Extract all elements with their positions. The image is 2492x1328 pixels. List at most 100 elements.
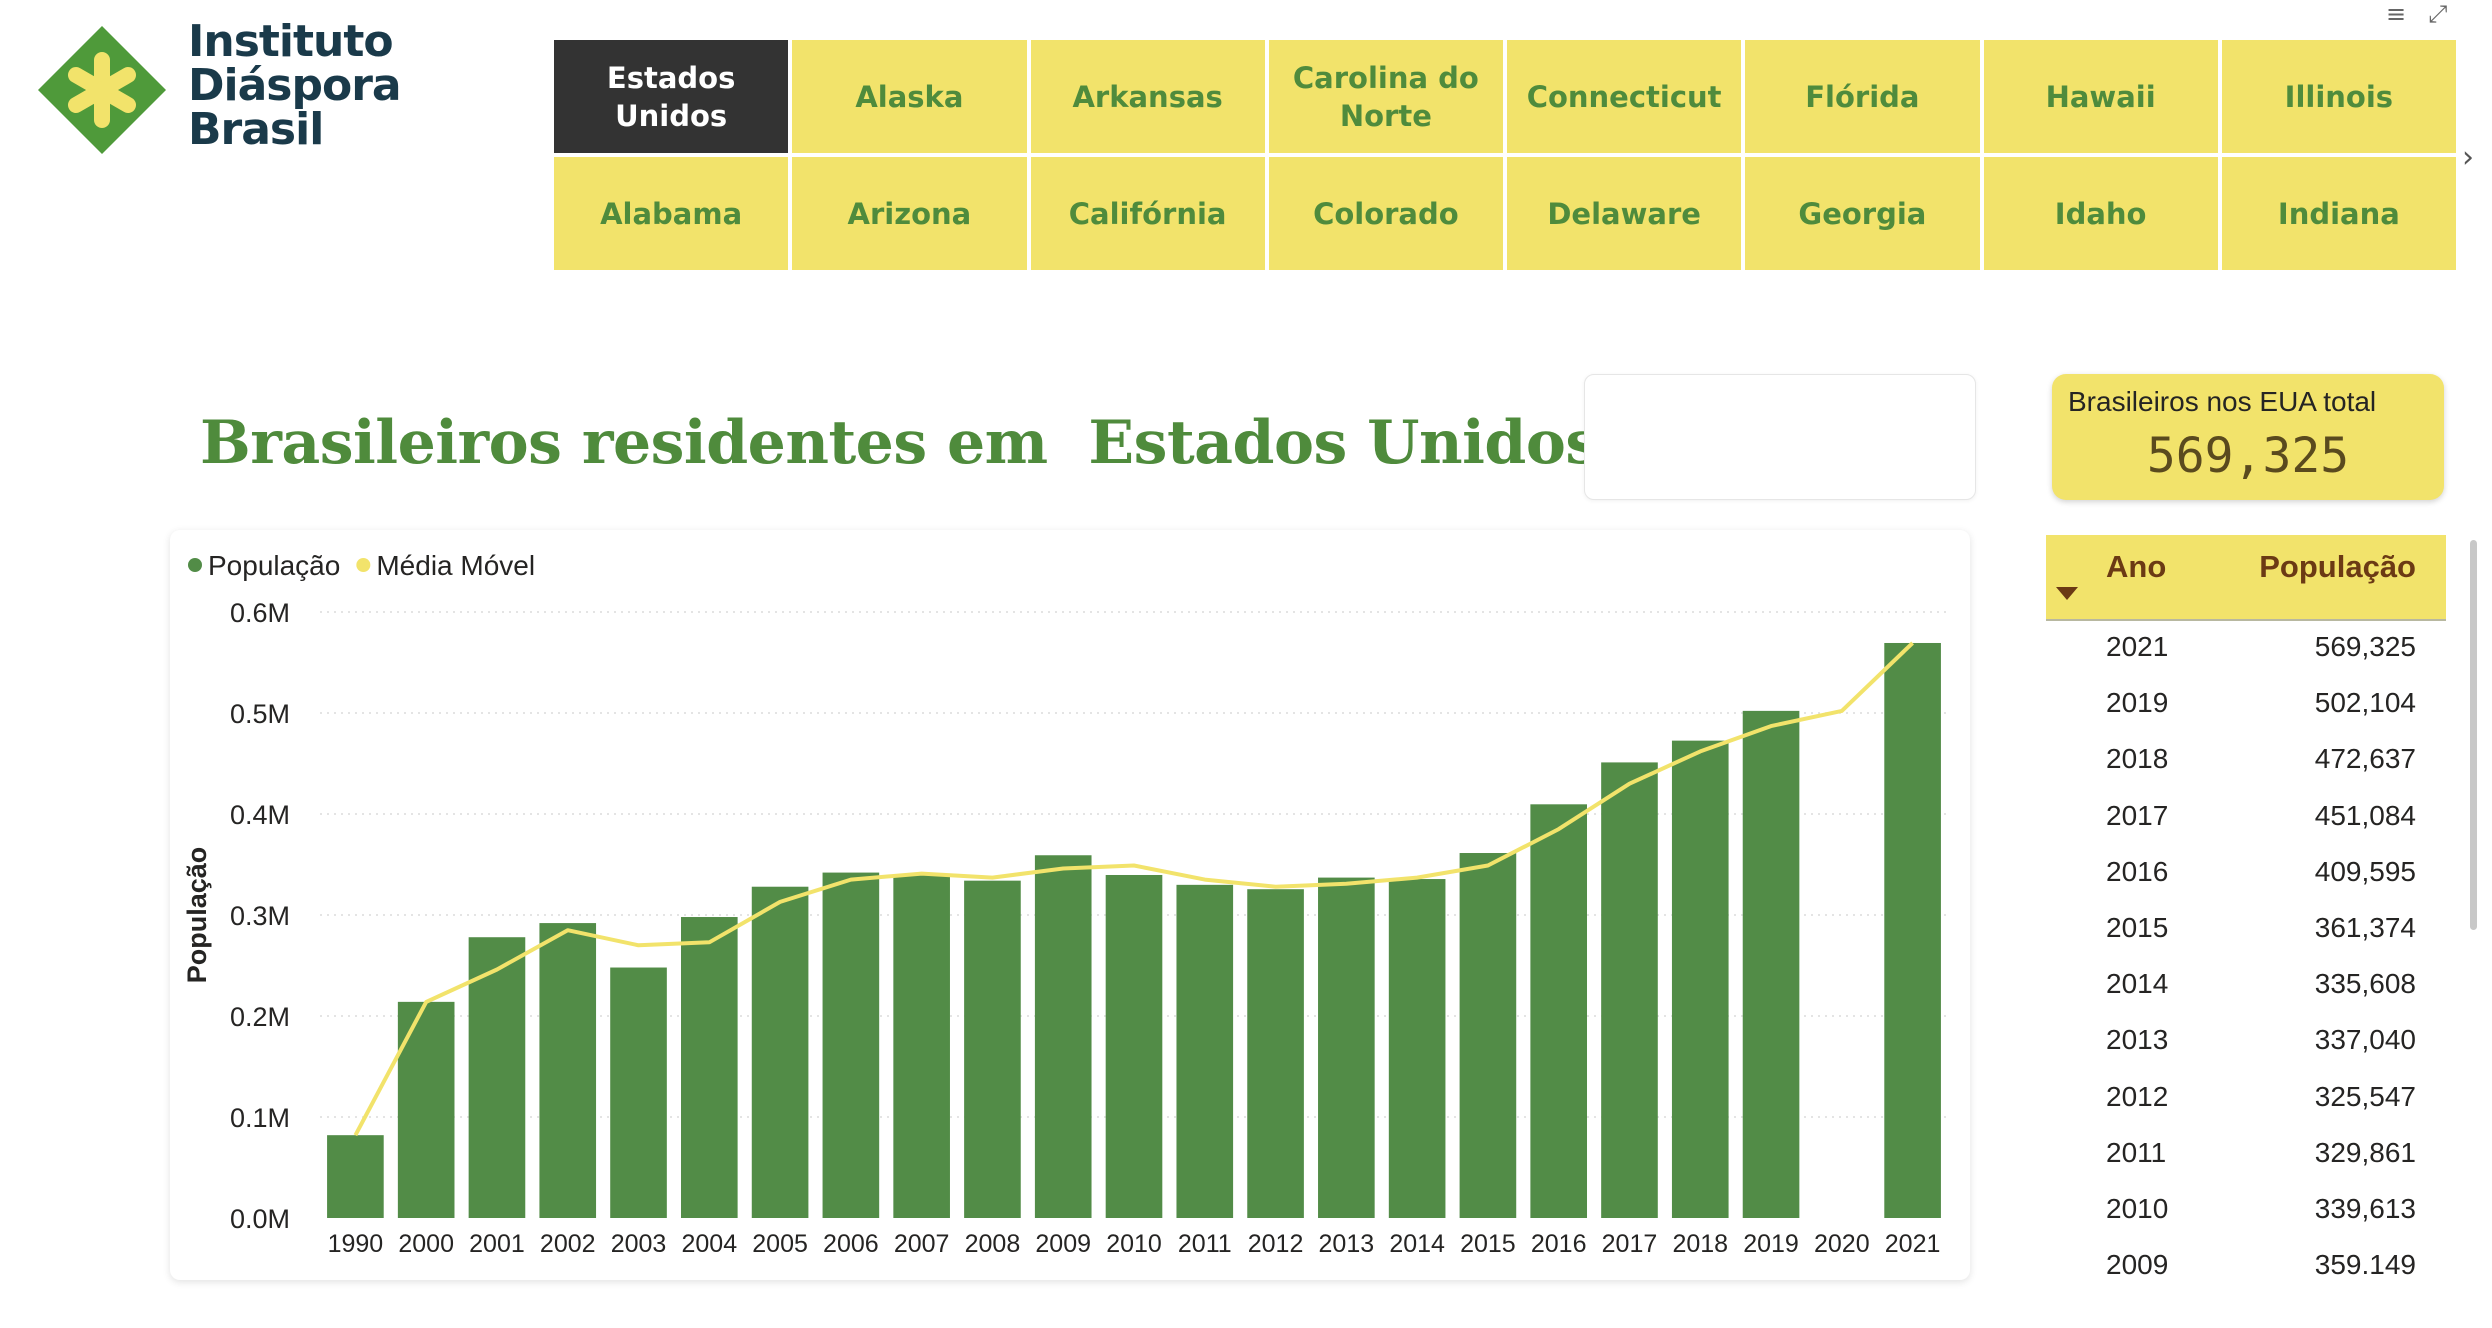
- tile-illinois[interactable]: Illinois: [2221, 40, 2456, 153]
- cell-year: 2021: [2106, 631, 2169, 662]
- bar: [1884, 642, 1941, 1218]
- cell-year: 2015: [2106, 911, 2169, 943]
- bar: [539, 923, 597, 1218]
- y-tick-label: 0.5M: [230, 699, 290, 729]
- logo-wordmark: Instituto Diáspora Brasil: [188, 16, 402, 152]
- cell-year: 2012: [2106, 1080, 2169, 1112]
- x-tick-label: 2015: [1460, 1230, 1516, 1258]
- tile-indiana[interactable]: Indiana: [2221, 157, 2456, 270]
- bar: [680, 917, 738, 1218]
- population-chart-svg: População Média Móvel 0.0M 0.1M 0.2M 0.3M 0.4M…: [182, 550, 1948, 1258]
- x-tick-label: 2004: [681, 1230, 737, 1258]
- bar: [964, 880, 1021, 1218]
- bar: [822, 872, 880, 1218]
- cell-population: 569,325: [2314, 631, 2416, 662]
- x-tick-label: 2002: [540, 1230, 596, 1258]
- table-row[interactable]: 2019 502,104: [2046, 677, 2446, 733]
- state-slicer: Estados Unidos Alaska Arkansas Carolina …: [554, 40, 2456, 274]
- bar: [468, 937, 526, 1218]
- kpi-label: Brasileiros nos EUA total: [2068, 386, 2377, 417]
- tile-georgia[interactable]: Georgia: [1745, 157, 1980, 270]
- cell-year: 2009: [2106, 1249, 2169, 1281]
- moving-average-line: [353, 641, 1914, 1137]
- table-row[interactable]: 2018 472,637: [2046, 733, 2446, 789]
- tile-florida[interactable]: Flórida: [1745, 40, 1980, 153]
- x-tick-label: 1990: [328, 1230, 384, 1258]
- x-tick-label: 2016: [1531, 1230, 1587, 1258]
- y-axis-title: População: [182, 847, 212, 984]
- legend-marker: [356, 558, 371, 572]
- expand-icon[interactable]: ⤢: [2428, 0, 2470, 28]
- cell-year: 2019: [2106, 687, 2169, 719]
- cell-population: 361,374: [2314, 911, 2416, 943]
- bar: [1671, 740, 1729, 1218]
- column-header-year[interactable]: Ano: [2106, 549, 2167, 584]
- table-row[interactable]: 2016 409,595: [2046, 846, 2446, 902]
- tile-alabama[interactable]: Alabama: [554, 157, 789, 270]
- tile-idaho[interactable]: Idaho: [1983, 157, 2218, 270]
- table-row[interactable]: 2014 335,608: [2046, 958, 2446, 1014]
- tile-arizona[interactable]: Arizona: [792, 157, 1027, 270]
- table-row[interactable]: 2013 337,040: [2046, 1014, 2446, 1070]
- tile-carolina-do-norte[interactable]: Carolina do Norte: [1268, 40, 1503, 153]
- x-tick-label: 2000: [398, 1230, 454, 1258]
- x-tick-label: 2009: [1035, 1230, 1091, 1258]
- cell-year: 2017: [2106, 799, 2169, 831]
- x-tick-label: 2014: [1389, 1230, 1445, 1258]
- tile-estados-unidos[interactable]: Estados Unidos: [554, 40, 789, 153]
- x-tick-label: 2008: [965, 1230, 1021, 1258]
- y-tick-label: 0.2M: [230, 1002, 290, 1032]
- table-row[interactable]: 2017 451,084: [2046, 790, 2446, 846]
- x-tick-label: 2021: [1885, 1230, 1941, 1258]
- table-row[interactable]: 2009 359.149: [2046, 1239, 2446, 1295]
- bar: [327, 1135, 384, 1218]
- cell-year: 2018: [2106, 743, 2169, 775]
- bar: [397, 1001, 455, 1218]
- table-row[interactable]: 2012 325,547: [2046, 1071, 2446, 1127]
- logo-mark-icon: [38, 26, 166, 154]
- x-tick-label: 2017: [1602, 1230, 1658, 1258]
- cell-population: 339,613: [2314, 1192, 2416, 1224]
- page-title: Brasileiros residentes em Estados Unidos: [200, 408, 1599, 478]
- x-tick-label: 2018: [1672, 1230, 1728, 1258]
- bar: [1742, 710, 1800, 1218]
- population-chart: População Média Móvel 0.0M 0.1M 0.2M 0.3M 0.4M…: [170, 530, 1970, 1280]
- x-tick-label: 2013: [1319, 1230, 1375, 1258]
- table-row[interactable]: 2015 361,374: [2046, 902, 2446, 958]
- cell-population: 329,861: [2314, 1136, 2416, 1168]
- table-row[interactable]: 2011 329,861: [2046, 1127, 2446, 1183]
- tile-hawaii[interactable]: Hawaii: [1983, 40, 2218, 153]
- cell-population: 409,595: [2314, 855, 2416, 887]
- cell-year: 2014: [2106, 968, 2169, 1000]
- bar: [1388, 879, 1446, 1218]
- tile-california[interactable]: Califórnia: [1030, 157, 1265, 270]
- cell-population: 502,104: [2314, 687, 2416, 719]
- population-table: Ano População 2021 569,325 2019 502,104 2018…: [2046, 535, 2446, 1315]
- column-header-population[interactable]: População: [2259, 549, 2416, 584]
- blank-card: [1584, 374, 1976, 500]
- x-tick-label: 2012: [1248, 1230, 1304, 1258]
- table-scrollbar[interactable]: [2470, 540, 2477, 930]
- y-tick-label: 0.3M: [230, 901, 290, 931]
- sort-desc-icon[interactable]: [2056, 587, 2078, 600]
- x-tick-label: 2005: [752, 1230, 808, 1258]
- tile-arkansas[interactable]: Arkansas: [1030, 40, 1265, 153]
- cell-population: 335,608: [2314, 968, 2416, 1000]
- tile-colorado[interactable]: Colorado: [1268, 157, 1503, 270]
- bar: [1034, 855, 1092, 1218]
- table-row[interactable]: 2010 339,613: [2046, 1183, 2446, 1239]
- tile-delaware[interactable]: Delaware: [1507, 157, 1742, 270]
- y-tick-label: 0.0M: [230, 1204, 290, 1234]
- filter-icon[interactable]: ≡: [2386, 0, 2429, 28]
- bar: [1318, 877, 1375, 1218]
- bar: [893, 874, 950, 1218]
- logo-line-1: Instituto: [188, 16, 394, 67]
- tile-connecticut[interactable]: Connecticut: [1507, 40, 1742, 153]
- chevron-right-icon[interactable]: ›: [2462, 140, 2474, 175]
- table-header: Ano População: [2046, 535, 2446, 621]
- bar: [751, 886, 809, 1218]
- tile-alaska[interactable]: Alaska: [792, 40, 1027, 153]
- table-row[interactable]: 2021 569,325: [2046, 621, 2446, 677]
- bar: [1105, 874, 1163, 1218]
- cell-population: 337,040: [2314, 1024, 2416, 1056]
